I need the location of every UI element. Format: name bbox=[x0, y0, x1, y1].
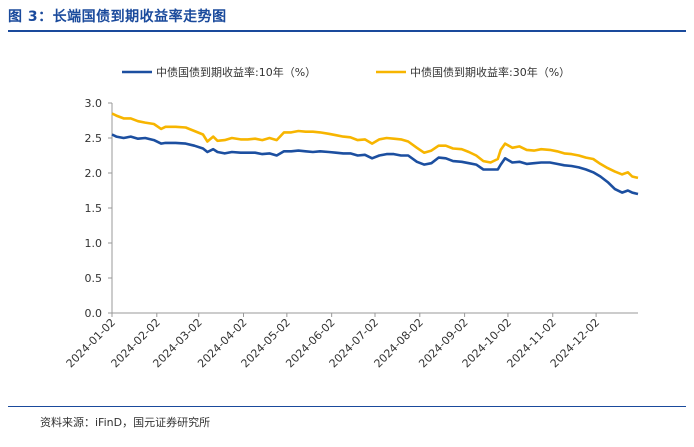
y-tick-label: 0.0 bbox=[85, 307, 103, 320]
series-line-30y bbox=[111, 112, 639, 180]
y-tick-label: 2.0 bbox=[85, 167, 103, 180]
y-tick-label: 1.5 bbox=[85, 202, 103, 215]
legend-label-10y: 中债国债到期收益率:10年（%） bbox=[156, 65, 316, 79]
yield-line-chart: 0.00.51.01.52.02.53.02024-01-022024-02-0… bbox=[64, 65, 639, 370]
source-rule bbox=[8, 406, 686, 407]
y-tick-label: 0.5 bbox=[85, 272, 103, 285]
legend-label-30y: 中债国债到期收益率:30年（%） bbox=[410, 65, 570, 79]
figure-title: 图 3：长端国债到期收益率走势图 bbox=[8, 9, 227, 25]
y-tick-label: 3.0 bbox=[85, 97, 103, 110]
y-tick-label: 1.0 bbox=[85, 237, 103, 250]
y-tick-label: 2.5 bbox=[85, 132, 103, 145]
title-rule bbox=[8, 30, 686, 32]
source-note: 资料来源：iFinD，国元证券研究所 bbox=[40, 416, 211, 429]
series-line-10y bbox=[111, 133, 639, 196]
